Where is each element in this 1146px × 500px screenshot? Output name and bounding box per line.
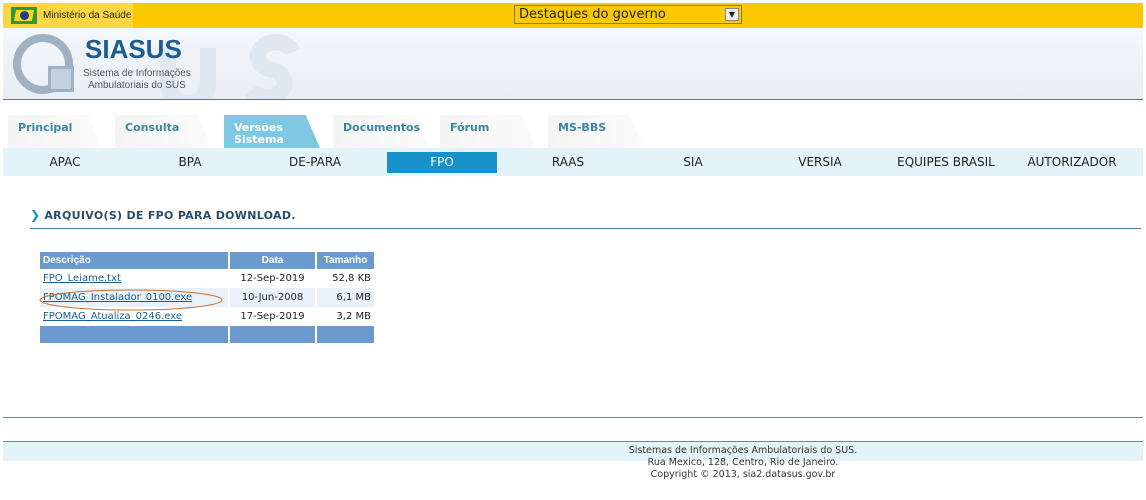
- column-header-tamanho: Tamanho: [317, 252, 374, 269]
- tab-principal[interactable]: Principal: [8, 115, 102, 148]
- description-cell: FPOMAG_Instalador_0100.exe: [40, 288, 230, 307]
- page-title-text: ARQUIVO(S) DE FPO PARA DOWNLOAD.: [44, 209, 296, 222]
- table-row: FPOMAG_Instalador_0100.exe 10-Jun-2008 6…: [40, 288, 374, 307]
- tab-consulta[interactable]: Consulta: [115, 115, 212, 148]
- size-cell: 6,1 MB: [317, 288, 374, 307]
- subnav-raas[interactable]: RAAS: [551, 155, 585, 169]
- table-row: FPO_Leiame.txt 12-Sep-2019 52,8 KB: [40, 269, 374, 288]
- tab-label: Versões Sistema: [234, 121, 284, 146]
- chevron-right-icon: ❯: [30, 208, 41, 222]
- subnav-de-para[interactable]: DE-PARA: [289, 155, 341, 169]
- table-row: FPOMAG_Atualiza_0246.exe 17-Sep-2019 3,2…: [40, 307, 374, 326]
- footer-text: Sistemas de Informações Ambulatoriais do…: [0, 445, 1146, 481]
- footer-cell: [40, 326, 230, 343]
- footer-cell: [317, 326, 374, 343]
- file-link[interactable]: FPO_Leiame.txt: [43, 273, 121, 284]
- subnav-fpo[interactable]: FPO: [387, 152, 497, 173]
- logo-square-icon: [48, 66, 74, 92]
- ministry-logo[interactable]: Ministério da Saúde: [3, 3, 133, 28]
- size-cell: 3,2 MB: [336, 311, 371, 322]
- top-bar: Ministério da Saúde Destaques do governo…: [3, 3, 1143, 28]
- sub-navigation: [3, 148, 1143, 176]
- brand-name[interactable]: SIASUS: [85, 34, 182, 64]
- date-cell: 17-Sep-2019: [230, 307, 317, 326]
- watermark-logo: [160, 34, 301, 99]
- subnav-versia[interactable]: VERSIA: [798, 155, 842, 169]
- footer-line: Rua Mexico, 128, Centro, Rio de Janeiro.: [647, 457, 839, 468]
- page-title: ❯ ARQUIVO(S) DE FPO PARA DOWNLOAD.: [30, 208, 296, 222]
- footer-line: Sistemas de Informações Ambulatoriais do…: [628, 445, 858, 456]
- subtitle-line: Sistema de Informações: [83, 68, 191, 79]
- select-value: Destaques do governo: [519, 7, 666, 22]
- footer-line: Copyright © 2013, sia2.datasus.gov.br: [650, 469, 836, 480]
- subnav-autorizador[interactable]: AUTORIZADOR: [1027, 155, 1117, 169]
- table-header-row: Descrição Data Tamanho: [40, 252, 374, 269]
- tab-forum[interactable]: Fórum: [440, 115, 536, 148]
- chevron-down-icon[interactable]: ▼: [725, 8, 739, 21]
- siasus-logo-icon: [13, 34, 73, 94]
- date-cell: 12-Sep-2019: [230, 269, 317, 288]
- brazil-flag-icon: [11, 7, 37, 24]
- file-link[interactable]: FPOMAG_Atualiza_0246.exe: [43, 311, 183, 322]
- download-table: Descrição Data Tamanho FPO_Leiame.txt 12…: [40, 252, 374, 343]
- subnav-equipes-brasil[interactable]: EQUIPES BRASIL: [897, 155, 995, 169]
- annotation-ellipse: [39, 289, 223, 311]
- brand-subtitle: Sistema de Informações Ambulatoriais do S…: [83, 68, 191, 92]
- government-highlights-select[interactable]: Destaques do governo ▼: [514, 5, 742, 24]
- subnav-apac[interactable]: APAC: [49, 155, 81, 169]
- size-cell: 52,8 KB: [332, 273, 371, 284]
- divider: [30, 228, 1141, 229]
- description-cell: FPO_Leiame.txt: [40, 269, 230, 288]
- tab-versoes-sistema[interactable]: Versões Sistema: [224, 115, 320, 148]
- subtitle-line: Ambulatoriais do SUS: [88, 80, 186, 91]
- tab-ms-bbs[interactable]: MS-BBS: [548, 115, 644, 148]
- column-header-data: Data: [230, 252, 317, 269]
- footer-cell: [230, 326, 317, 343]
- ministry-label: Ministério da Saúde: [43, 10, 132, 21]
- subnav-bpa[interactable]: BPA: [178, 155, 202, 169]
- site-header: SIASUS Sistema de Informações Ambulatoria…: [3, 28, 1143, 100]
- description-cell: FPOMAG_Atualiza_0246.exe: [40, 307, 230, 326]
- date-cell: 10-Jun-2008: [230, 288, 317, 307]
- divider: [3, 417, 1143, 418]
- subnav-sia[interactable]: SIA: [683, 155, 703, 169]
- table-footer-row: [40, 326, 374, 343]
- column-header-descricao: Descrição: [40, 252, 230, 269]
- footer-bar: [3, 441, 1143, 461]
- file-link[interactable]: FPOMAG_Instalador_0100.exe: [43, 292, 193, 303]
- tab-documentos[interactable]: Documentos: [333, 115, 429, 148]
